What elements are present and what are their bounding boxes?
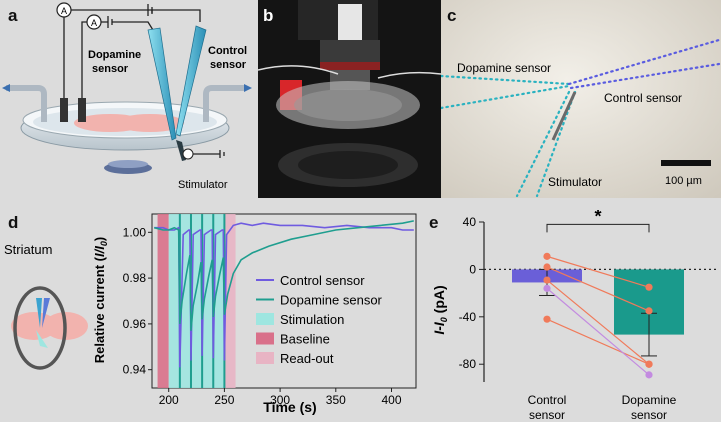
svg-text:Dopamine sensor: Dopamine sensor (457, 61, 551, 75)
series-line-dopamine (153, 220, 414, 331)
legend-swatch (256, 313, 274, 325)
rig-photo (258, 0, 441, 198)
x-tick-label: 300 (270, 393, 290, 407)
scale-bar (661, 160, 711, 166)
paired-point-control (543, 263, 551, 271)
series-line-control (154, 222, 414, 368)
outflow-tube (203, 85, 244, 122)
y-tick-label: 0.98 (123, 271, 147, 285)
paired-point-dopamine (645, 283, 653, 291)
x-tick-label: 250 (214, 393, 234, 407)
y-tick-label: 40 (463, 215, 477, 229)
paired-line (546, 255, 650, 288)
plot-frame (151, 213, 417, 389)
paired-point-control (543, 315, 551, 323)
microscope-head (338, 4, 362, 40)
svg-text:sensor: sensor (92, 63, 129, 75)
svg-text:A: A (91, 18, 97, 28)
y-axis-label: Relative current (I/I0) (92, 237, 109, 363)
significance-marker: * (594, 210, 601, 226)
paired-point-control (543, 252, 551, 260)
region-read-out (224, 214, 236, 388)
chart-marks (153, 214, 414, 388)
paired-point-dopamine (645, 360, 653, 368)
svg-text:Control sensor: Control sensor (604, 91, 682, 105)
panel-label-b: b (263, 6, 274, 25)
x-tick-label: 200 (159, 393, 179, 407)
ammeter-icon (86, 14, 102, 30)
chart-marks (512, 252, 684, 379)
x-axis-label: Time (s) (263, 399, 316, 415)
panel-label-c: c (447, 6, 457, 25)
reference-electrode (60, 98, 68, 122)
dopamine-sensor-electrode (147, 27, 177, 141)
control-sensor-electrode (175, 25, 207, 137)
category-label: Dopamine (622, 393, 677, 407)
micrograph: Dopamine sensor Control sensor Stimulato… (441, 0, 721, 198)
y-tick-label: 0 (469, 262, 476, 276)
category-label: Control (528, 393, 567, 407)
stimulator-icon (182, 148, 194, 160)
y-tick-label: 0.96 (123, 317, 147, 331)
paired-point-control (543, 276, 551, 284)
legend-label: Dopamine sensor (280, 293, 383, 308)
category-label: sensor (631, 408, 667, 422)
legend-label: Control sensor (280, 273, 365, 288)
category-label: sensor (529, 408, 565, 422)
svg-text:Stimulator: Stimulator (178, 179, 228, 191)
legend-swatch (256, 352, 274, 364)
legend-label: Baseline (280, 332, 330, 347)
y-tick-label: 0.94 (123, 363, 147, 377)
legend-label: Read-out (280, 351, 334, 366)
svg-text:Stimulator: Stimulator (548, 175, 602, 189)
panel-label-d: d (8, 213, 19, 232)
brain-slice (11, 312, 57, 340)
reference-electrode (78, 98, 86, 122)
legend-swatch (256, 332, 274, 345)
x-tick-label: 350 (326, 393, 346, 407)
x-tick-label: 400 (381, 393, 401, 407)
paired-line (546, 287, 650, 376)
paired-point-control (543, 284, 551, 292)
svg-text:Striatum: Striatum (4, 242, 52, 257)
paired-point-dopamine (645, 371, 653, 379)
svg-text:Control: Control (208, 45, 247, 57)
region-baseline (157, 214, 169, 388)
svg-text:A: A (61, 6, 67, 16)
y-axis-label: I-I0 (pA) (431, 285, 449, 334)
setup-schematic: A A Dopamine sensor Control sensor Stimu… (2, 2, 252, 191)
ammeter-icon (56, 2, 72, 18)
y-tick-label: -40 (459, 310, 477, 324)
striatum-inset: Striatum (4, 242, 88, 370)
svg-text:100 µm: 100 µm (665, 175, 702, 187)
chart-legend: Control sensor Dopamine sensor Stimulation… (256, 273, 383, 366)
y-tick-label: -80 (459, 357, 477, 371)
relative-current-chart: 200 250 300 350 400 1.00 0.98 0.96 0.94 Time (s)… (92, 213, 417, 415)
paired-point-dopamine (645, 307, 653, 315)
paired-line (546, 279, 650, 365)
svg-text:sensor: sensor (210, 59, 247, 71)
chart-axes: 200 250 300 350 400 1.00 0.98 0.96 0.94 (123, 213, 417, 407)
svg-text:Dopamine: Dopamine (88, 49, 141, 61)
objective-lens (320, 40, 380, 64)
significance-bracket (546, 223, 650, 233)
paired-line (546, 318, 650, 365)
striatum-outline (13, 286, 67, 370)
y-tick-label: 1.00 (123, 225, 147, 239)
panel-label-e: e (429, 213, 439, 232)
panel-label-a: a (8, 6, 18, 25)
inflow-tube (6, 85, 47, 122)
paired-line (546, 266, 650, 312)
legend-label: Stimulation (280, 312, 344, 327)
